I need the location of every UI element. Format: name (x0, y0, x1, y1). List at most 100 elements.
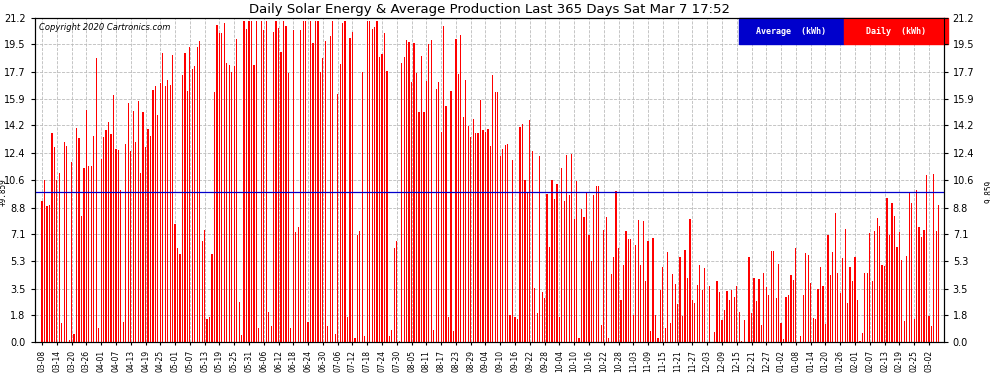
Bar (844, 230, 845, 342)
Bar (184, 53, 185, 342)
Text: +9.859: +9.859 (0, 178, 8, 206)
Bar (477, 134, 479, 342)
Bar (169, 85, 170, 342)
Bar (189, 47, 190, 342)
Bar (364, 336, 365, 342)
Bar (770, 251, 772, 342)
Bar (664, 328, 666, 342)
Bar (295, 232, 296, 342)
Bar (641, 266, 642, 342)
Bar (194, 66, 195, 342)
Bar (573, 219, 575, 342)
Bar (248, 21, 249, 342)
Bar (482, 130, 484, 342)
Bar (236, 39, 238, 342)
Bar (939, 205, 940, 342)
Bar (790, 275, 792, 342)
Bar (56, 180, 57, 342)
Bar (91, 166, 92, 342)
Bar (687, 278, 688, 342)
Bar (495, 92, 496, 342)
Bar (283, 21, 284, 342)
Bar (709, 286, 710, 342)
Bar (113, 94, 114, 342)
Bar (174, 224, 175, 342)
Bar (221, 33, 223, 342)
Bar (697, 285, 698, 342)
Bar (755, 301, 757, 342)
Bar (470, 138, 471, 342)
Bar (551, 180, 552, 342)
Bar (320, 72, 321, 342)
Bar (847, 303, 848, 342)
Bar (192, 69, 193, 342)
Bar (51, 133, 52, 342)
Bar (58, 173, 60, 342)
Bar (128, 103, 129, 342)
Bar (429, 44, 430, 342)
Bar (849, 267, 850, 342)
Bar (823, 286, 824, 342)
Bar (500, 156, 501, 342)
Bar (803, 296, 804, 342)
Bar (138, 101, 139, 342)
Bar (548, 247, 550, 342)
Bar (172, 55, 173, 342)
Bar (881, 265, 883, 342)
Bar (229, 65, 230, 342)
Bar (682, 315, 683, 342)
Bar (795, 248, 797, 342)
Bar (431, 40, 432, 342)
Bar (931, 327, 932, 342)
Text: Copyright 2020 Cartronics.com: Copyright 2020 Cartronics.com (40, 23, 170, 32)
Text: Daily  (kWh): Daily (kWh) (866, 27, 926, 36)
Bar (780, 323, 782, 342)
Bar (263, 30, 264, 342)
Bar (457, 74, 459, 342)
Bar (729, 300, 730, 342)
Bar (187, 90, 188, 342)
Bar (497, 92, 498, 342)
Bar (512, 160, 513, 342)
Bar (78, 138, 79, 342)
Bar (586, 194, 587, 342)
Bar (593, 195, 594, 342)
Bar (455, 39, 456, 342)
Bar (164, 87, 166, 342)
Bar (305, 21, 306, 342)
Bar (825, 324, 826, 342)
Bar (202, 241, 203, 342)
Bar (108, 122, 109, 342)
Bar (934, 174, 935, 342)
Bar (571, 154, 572, 342)
Bar (273, 32, 274, 342)
Bar (130, 152, 132, 342)
Bar (83, 168, 84, 342)
Bar (921, 237, 922, 342)
Bar (396, 241, 397, 342)
Bar (244, 21, 245, 342)
Bar (209, 317, 210, 342)
Bar (717, 282, 718, 342)
Bar (672, 274, 673, 342)
Bar (546, 194, 547, 342)
Bar (386, 71, 387, 342)
Bar (349, 38, 350, 342)
Bar (896, 247, 898, 342)
Bar (924, 230, 925, 342)
Bar (606, 216, 607, 342)
Bar (563, 201, 565, 342)
Bar (783, 339, 784, 342)
Bar (182, 75, 183, 342)
Bar (475, 134, 476, 342)
Bar (438, 82, 440, 342)
Bar (359, 231, 360, 342)
Bar (833, 252, 834, 342)
Bar (325, 41, 326, 342)
Bar (739, 312, 740, 342)
Bar (149, 136, 151, 342)
Bar (197, 48, 198, 342)
Bar (515, 317, 516, 342)
Bar (679, 257, 681, 342)
Bar (743, 320, 744, 342)
